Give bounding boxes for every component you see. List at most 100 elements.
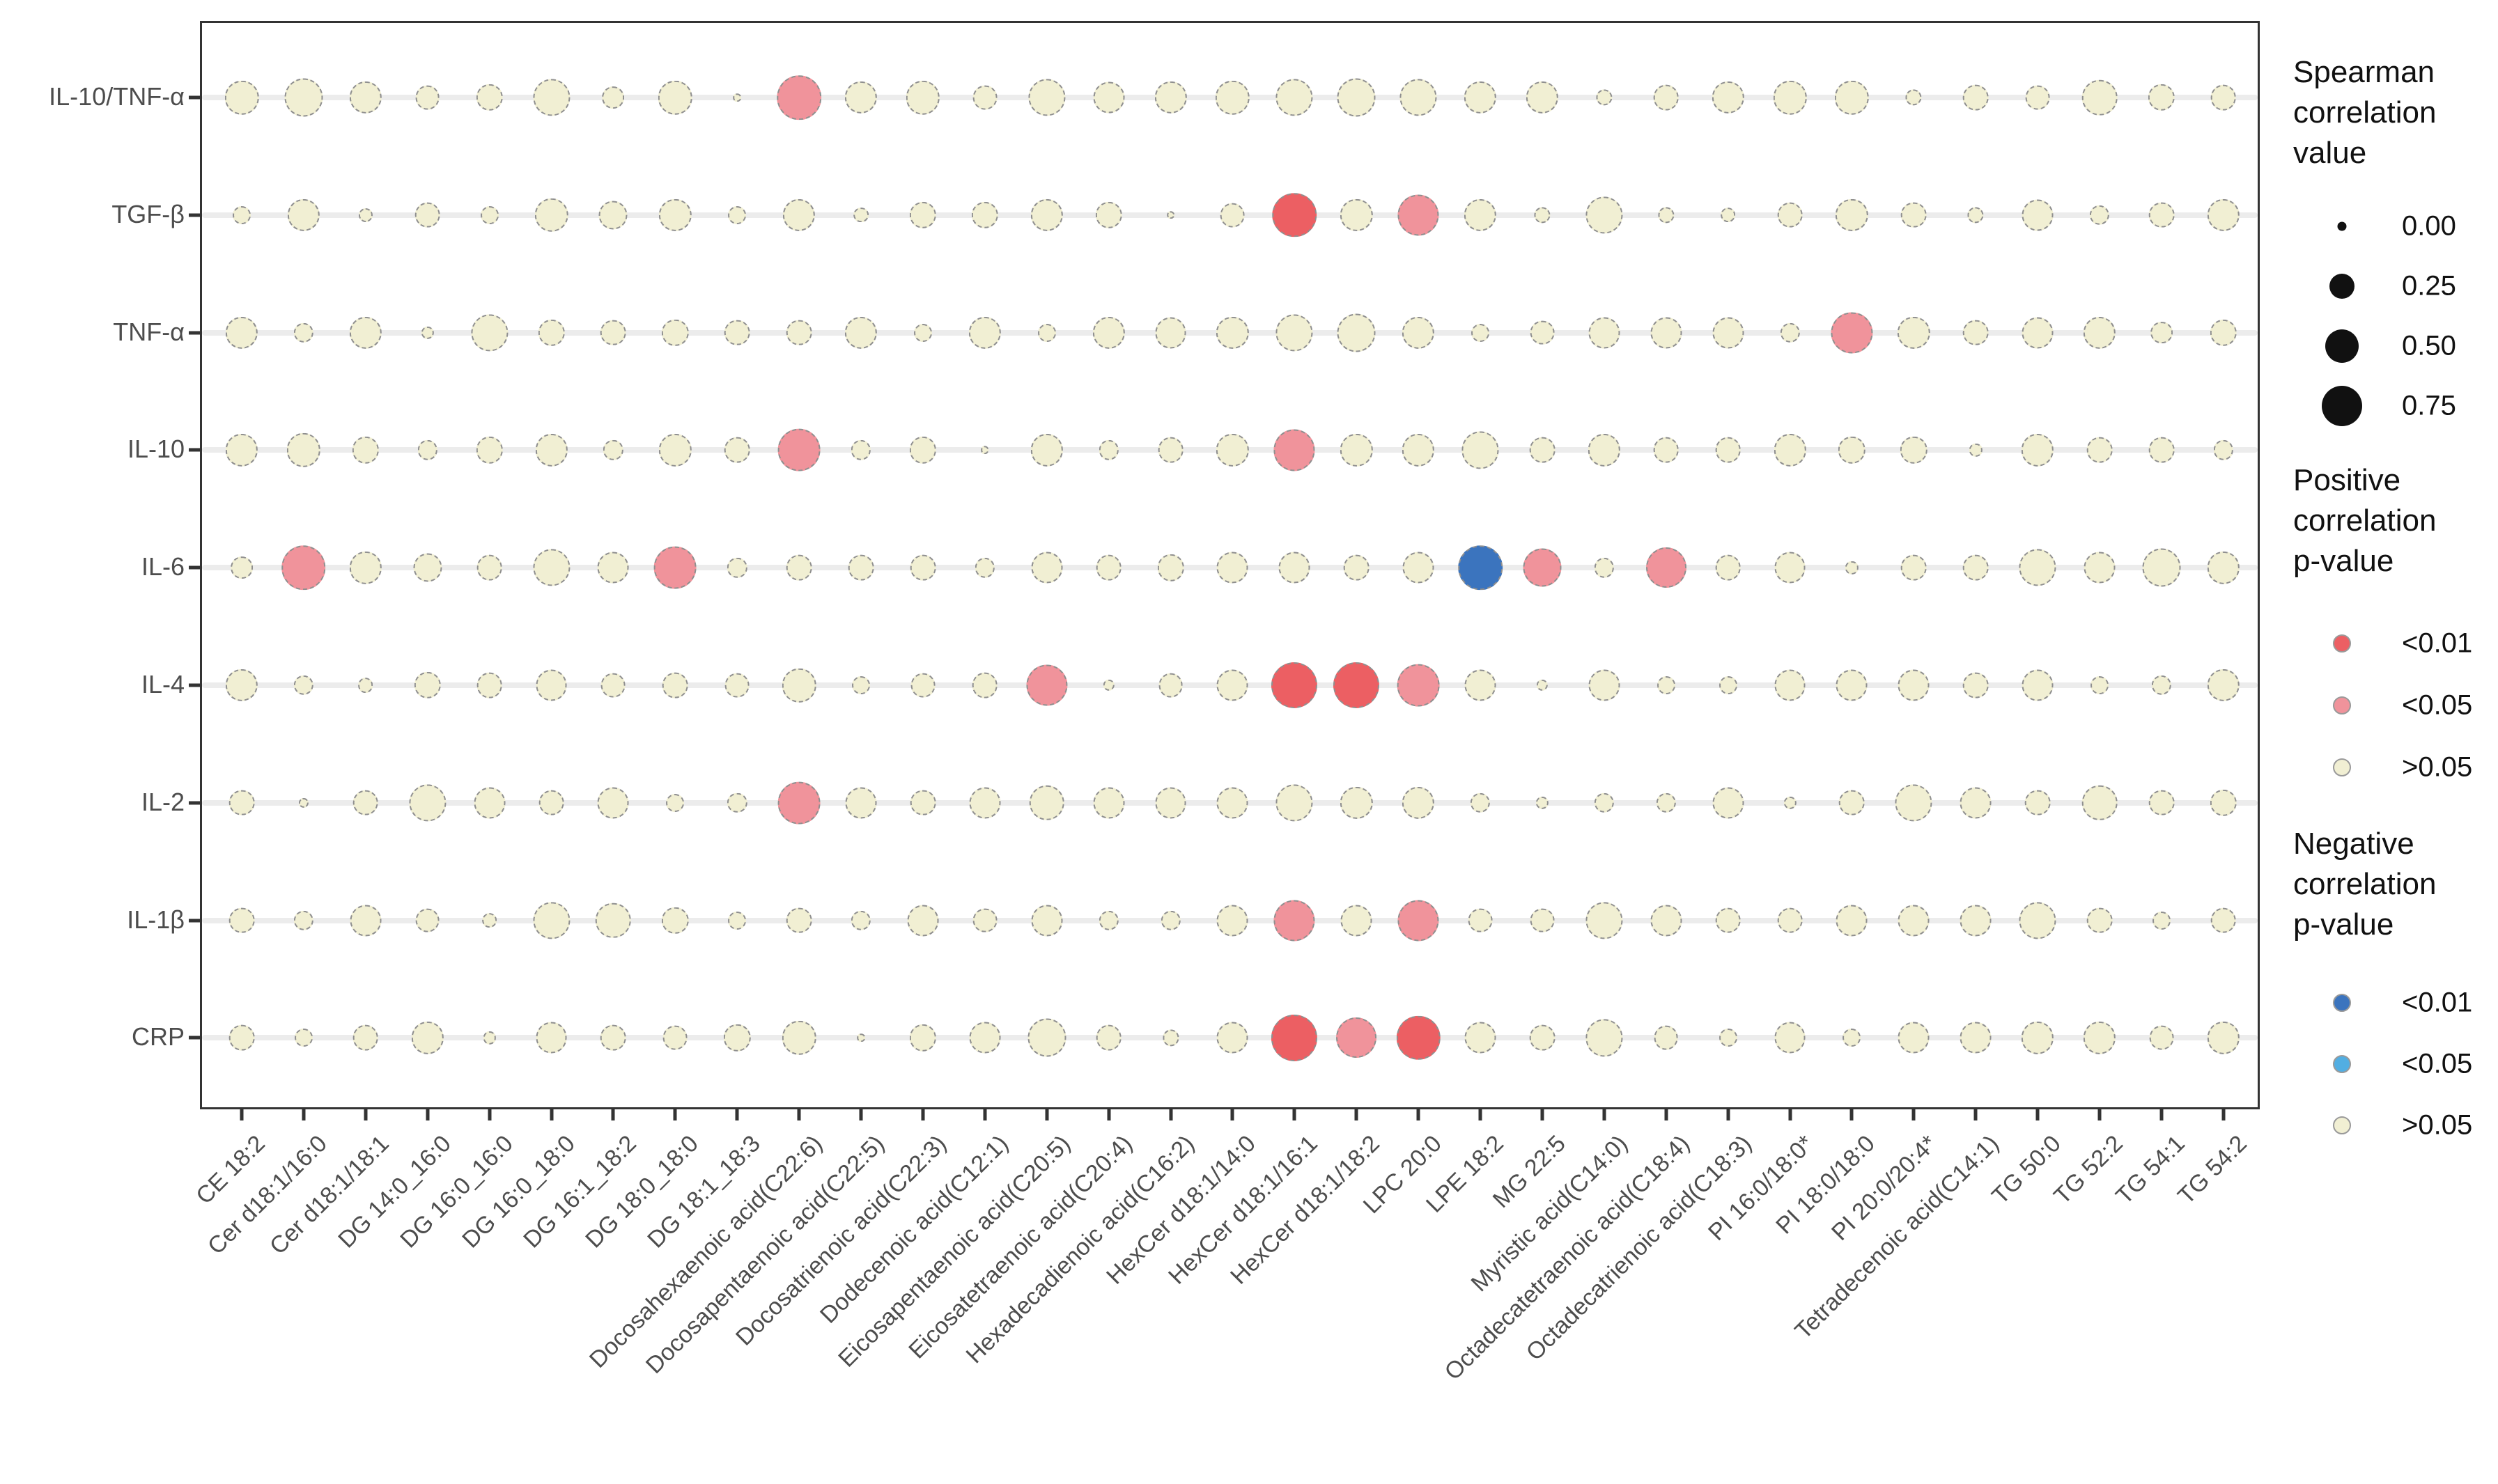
- correlation-dot: [1774, 1022, 1806, 1054]
- correlation-dot: [782, 1021, 816, 1055]
- correlation-dot: [1535, 796, 1549, 809]
- correlation-dot: [1397, 900, 1439, 942]
- correlation-dot: [1960, 1022, 1992, 1054]
- correlation-dot: [293, 322, 314, 343]
- correlation-dot: [777, 428, 821, 471]
- correlation-dot: [480, 205, 499, 224]
- correlation-dot: [2210, 907, 2237, 933]
- correlation-dot: [852, 676, 870, 694]
- correlation-dot: [1031, 905, 1063, 937]
- correlation-dot: [1783, 796, 1797, 809]
- x-axis-tick: [1973, 1109, 1978, 1120]
- x-axis-tick: [1169, 1109, 1172, 1120]
- y-axis-tick: [189, 919, 200, 923]
- x-axis-tick: [488, 1109, 492, 1120]
- y-axis-label: IL-4: [141, 670, 185, 699]
- correlation-dot: [228, 1025, 255, 1051]
- y-axis-tick: [189, 683, 200, 687]
- y-axis-label: IL-6: [141, 552, 185, 581]
- correlation-dot: [1464, 1022, 1496, 1054]
- x-axis-tick: [735, 1109, 739, 1120]
- correlation-dot: [532, 79, 571, 116]
- correlation-dot: [2210, 84, 2237, 111]
- x-axis-tick: [1911, 1109, 1916, 1120]
- correlation-dot: [1715, 437, 1741, 463]
- correlation-dot: [415, 908, 440, 932]
- correlation-dot: [483, 1031, 496, 1045]
- y-axis-tick: [189, 448, 200, 452]
- correlation-dot: [2019, 902, 2056, 939]
- correlation-dot: [2149, 1026, 2174, 1050]
- correlation-dot: [844, 316, 878, 349]
- correlation-dot: [728, 205, 747, 224]
- correlation-dot: [1780, 322, 1800, 343]
- correlation-dot: [782, 668, 816, 703]
- correlation-dot: [293, 910, 314, 930]
- y-axis-tick: [189, 565, 200, 570]
- correlation-dot: [1905, 89, 1922, 106]
- correlation-dot: [1588, 669, 1620, 701]
- x-axis-label: TG 52:2: [2049, 1130, 2128, 1210]
- legend-title-positive: Positive: [2293, 463, 2401, 497]
- correlation-dot: [1715, 554, 1741, 581]
- correlation-dot: [228, 790, 255, 816]
- correlation-dot: [1530, 320, 1555, 345]
- correlation-dot: [1588, 317, 1620, 349]
- correlation-dot: [476, 84, 503, 111]
- legend-size-dot: [2322, 386, 2362, 426]
- x-axis-tick: [921, 1109, 925, 1120]
- correlation-dot: [1656, 792, 1676, 813]
- legend-title-positive: p-value: [2293, 544, 2394, 578]
- correlation-dot: [600, 1025, 626, 1051]
- correlation-dot: [851, 440, 871, 460]
- correlation-dot: [1099, 910, 1119, 930]
- correlation-dot: [2152, 911, 2171, 930]
- correlation-dot: [2086, 437, 2113, 463]
- correlation-dot: [286, 433, 321, 467]
- correlation-dot: [1027, 1018, 1066, 1057]
- correlation-dot: [350, 905, 382, 937]
- correlation-dot: [1777, 202, 1803, 228]
- correlation-dot: [1029, 785, 1064, 821]
- legend-negative-label: <0.05: [2402, 1048, 2473, 1079]
- correlation-dot: [1464, 669, 1496, 701]
- legend-title-spearman: value: [2293, 136, 2367, 170]
- correlation-dot: [1712, 787, 1744, 819]
- legend-negative-dot: [2333, 1116, 2351, 1134]
- correlation-dot: [1836, 669, 1868, 701]
- correlation-dot: [603, 440, 623, 460]
- correlation-dot: [413, 553, 442, 582]
- correlation-dot: [728, 911, 747, 930]
- correlation-dot: [349, 552, 382, 584]
- correlation-dot: [1596, 89, 1613, 106]
- correlation-dot: [2213, 440, 2233, 460]
- correlation-dot: [910, 673, 936, 698]
- correlation-dot: [1166, 211, 1175, 219]
- correlation-dot: [2083, 316, 2116, 349]
- correlation-dot: [844, 81, 878, 114]
- correlation-dot: [1031, 552, 1063, 584]
- correlation-dot: [1594, 792, 1614, 813]
- legend-size-label: 0.50: [2402, 330, 2456, 361]
- correlation-dot: [972, 908, 998, 932]
- correlation-dot: [2148, 790, 2175, 816]
- correlation-dot: [2142, 548, 2181, 587]
- legend-size-dot: [2329, 274, 2355, 299]
- correlation-dot: [2090, 676, 2109, 694]
- correlation-dot: [845, 787, 877, 819]
- correlation-dot: [1216, 669, 1248, 701]
- legend-positive-dot: [2333, 696, 2351, 714]
- correlation-dot: [1653, 437, 1679, 463]
- correlation-dot: [1658, 207, 1675, 224]
- correlation-dot: [777, 781, 821, 825]
- correlation-dot: [349, 316, 382, 349]
- correlation-dot: [2210, 789, 2237, 817]
- correlation-dot: [1653, 84, 1679, 111]
- correlation-dot: [1099, 440, 1119, 460]
- correlation-dot: [1402, 552, 1434, 584]
- correlation-dot: [1216, 80, 1250, 115]
- x-axis-tick: [1107, 1109, 1111, 1120]
- correlation-dot: [224, 80, 259, 115]
- correlation-dot: [1337, 78, 1376, 117]
- correlation-dot: [1464, 198, 1497, 231]
